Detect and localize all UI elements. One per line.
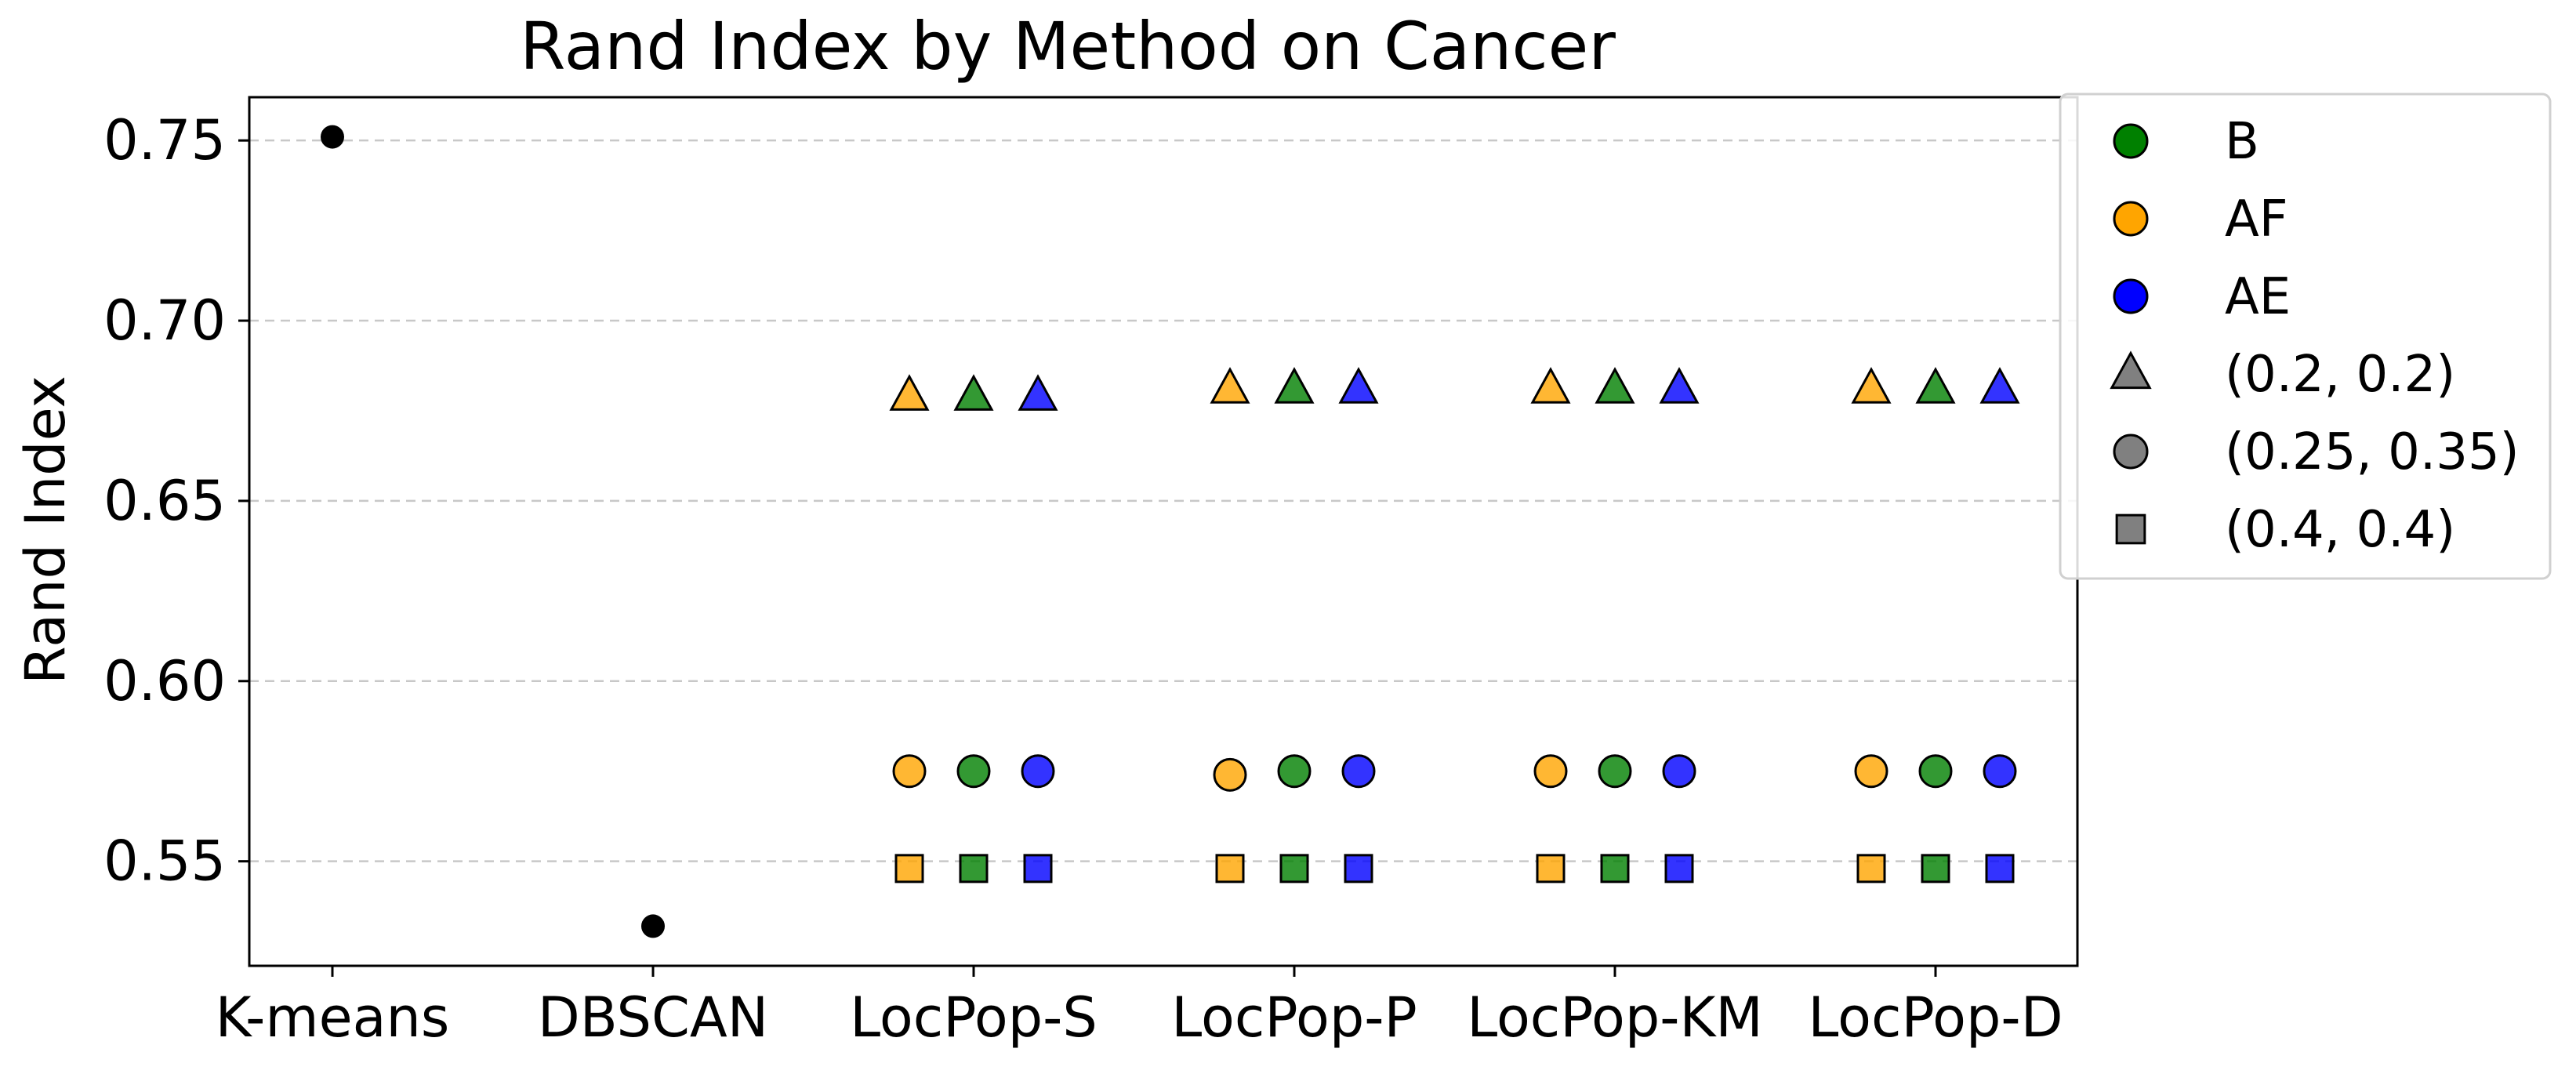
data-point-circle — [1854, 754, 1888, 789]
data-point-square — [1600, 854, 1630, 884]
data-point-circle — [1918, 754, 1953, 789]
legend-label: (0.25, 0.35) — [2225, 423, 2520, 481]
legend-label: AE — [2225, 268, 2291, 326]
data-point-circle — [1341, 754, 1376, 789]
data-point-square — [1664, 854, 1694, 884]
y-tick-label: 0.55 — [103, 829, 226, 894]
data-point-circle — [1277, 754, 1312, 789]
legend-marker — [2110, 350, 2152, 390]
legend-marker — [2113, 278, 2149, 314]
legend-label: (0.2, 0.2) — [2225, 346, 2455, 404]
legend-label: B — [2225, 113, 2259, 171]
y-tick-label: 0.70 — [103, 288, 226, 353]
x-tick-label: LocPop-D — [1808, 985, 2063, 1050]
data-point-triangle — [1659, 367, 1700, 404]
baseline-point — [641, 914, 665, 938]
legend-marker — [2115, 513, 2146, 545]
grid-layer — [249, 139, 2077, 862]
data-point-triangle — [953, 374, 994, 411]
data-point-square — [1215, 854, 1245, 884]
data-point-triangle — [889, 374, 930, 411]
y-axis-label: Rand Index — [13, 376, 78, 684]
data-point-square — [1856, 854, 1886, 884]
data-point-circle — [1533, 754, 1568, 789]
data-point-square — [1023, 854, 1053, 884]
baseline-point — [321, 125, 344, 149]
data-point-triangle — [1210, 367, 1250, 404]
data-point-triangle — [1018, 374, 1058, 411]
legend-marker — [2113, 123, 2149, 159]
data-point-square — [1279, 854, 1309, 884]
data-point-triangle — [1274, 367, 1315, 404]
chart-title: Rand Index by Method on Cancer — [520, 8, 1616, 85]
legend-label: (0.4, 0.4) — [2225, 501, 2455, 559]
y-tick-label: 0.75 — [103, 108, 226, 172]
data-point-circle — [1983, 754, 2017, 789]
y-tick-label: 0.65 — [103, 469, 226, 533]
data-point-square — [1344, 854, 1373, 884]
x-tick-label: K-means — [216, 985, 450, 1050]
legend-label: AF — [2225, 190, 2288, 249]
data-point-square — [894, 854, 924, 884]
legend-marker — [2113, 434, 2149, 470]
x-tick-label: LocPop-P — [1171, 985, 1417, 1050]
data-point-circle — [1662, 754, 1696, 789]
x-tick-label: LocPop-KM — [1467, 985, 1763, 1050]
data-point-circle — [892, 754, 927, 789]
legend-frame — [2059, 93, 2552, 580]
y-tick-label: 0.60 — [103, 649, 226, 713]
data-point-triangle — [1851, 367, 1892, 404]
data-point-square — [959, 854, 989, 884]
x-tick-label: DBSCAN — [538, 985, 768, 1050]
data-point-triangle — [1530, 367, 1571, 404]
legend-marker — [2113, 201, 2149, 237]
data-point-circle — [1213, 757, 1247, 792]
marks-layer — [321, 125, 2020, 938]
data-point-square — [1985, 854, 2015, 884]
x-tick-label: LocPop-S — [850, 985, 1098, 1050]
data-point-circle — [1598, 754, 1632, 789]
data-point-triangle — [1595, 367, 1635, 404]
legend: B AF AE (0.2, 0.2) (0.25, 0.35) (0.4, 0.4) — [2059, 93, 2552, 580]
axes-layer: 0.55 0.60 0.65 0.70 0.75 K-means DBSCAN LocPop-… — [103, 96, 2079, 1050]
data-point-square — [1536, 854, 1566, 884]
data-point-triangle — [1915, 367, 1956, 404]
data-point-triangle — [1338, 367, 1379, 404]
data-point-circle — [1021, 754, 1055, 789]
data-point-circle — [956, 754, 991, 789]
data-point-square — [1921, 854, 1950, 884]
data-point-triangle — [1979, 367, 2020, 404]
